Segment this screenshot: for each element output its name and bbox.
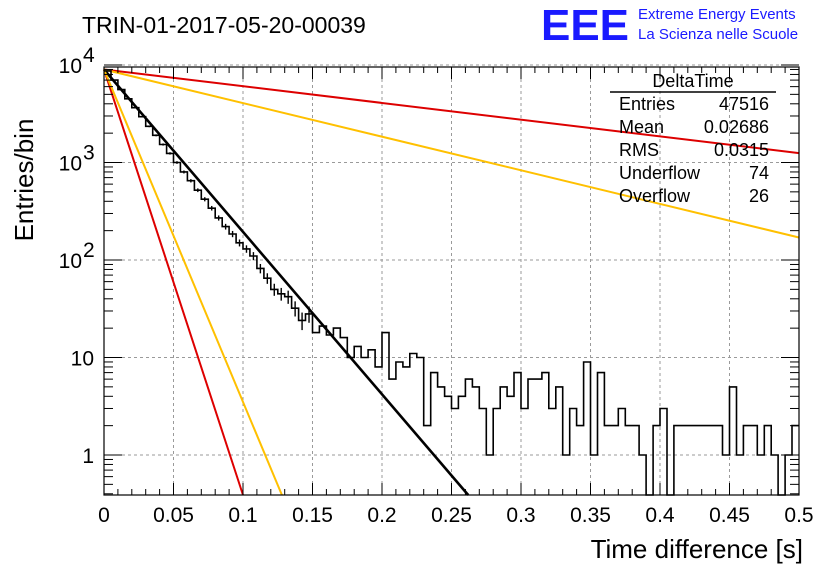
y-tick-label: 10 — [59, 153, 82, 176]
stats-title: DeltaTime — [652, 71, 733, 91]
stats-row-value: 74 — [749, 163, 769, 183]
x-tick-label: 0.3 — [506, 504, 535, 527]
stats-row-value: 0.02686 — [704, 117, 769, 137]
fit-line-red — [103, 68, 800, 155]
x-tick-label: 0.1 — [228, 504, 257, 527]
y-tick-label: 10 — [59, 250, 82, 273]
x-tick-label: 0 — [98, 504, 110, 527]
x-axis-title: Time difference [s] — [591, 534, 803, 564]
stats-row-label: Underflow — [619, 163, 701, 183]
plot-frame — [103, 66, 800, 496]
stats-row-value: 26 — [749, 186, 769, 206]
x-tick-label: 0.2 — [367, 504, 396, 527]
stats-rows: Entries 47516 Mean 0.02686 RMS 0.0315 Underflo… — [619, 94, 769, 206]
x-tick-label: 0.45 — [709, 504, 750, 527]
x-tick-label: 0.25 — [431, 504, 472, 527]
eee-logo: EEE — [541, 1, 629, 50]
logo-line1: Extreme Energy Events — [638, 6, 796, 23]
y-tick-label: 10 — [59, 55, 82, 78]
stats-box: DeltaTime Entries 47516 Mean 0.02686 RMS 0.03… — [610, 71, 776, 206]
stats-row-value: 47516 — [719, 94, 769, 114]
y-tick-exponent: 4 — [83, 44, 95, 67]
stats-row-value: 0.0315 — [714, 140, 769, 160]
fit-line-yellow — [103, 68, 800, 239]
fit-curves — [103, 68, 800, 496]
stats-row-label: Entries — [619, 94, 675, 114]
y-tick-exponent: 3 — [83, 142, 95, 165]
fit-line-black — [103, 68, 470, 496]
stats-row-label: Overflow — [619, 186, 691, 206]
x-tick-label: 0.35 — [570, 504, 611, 527]
y-tick-label: 1 — [82, 445, 94, 468]
x-tick-label: 0.4 — [645, 504, 675, 527]
grid-lines — [104, 64, 799, 495]
x-tick-label: 0.15 — [292, 504, 333, 527]
chart-title: TRIN-01-2017-05-20-00039 — [82, 12, 366, 38]
axis-ticks — [103, 64, 800, 495]
x-tick-labels: 0 0.05 0.1 0.15 0.2 0.25 0.3 0.35 0.4 0.45 0.5 — [98, 504, 813, 527]
y-tick-label: 10 — [71, 348, 94, 371]
stats-row-label: RMS — [619, 140, 659, 160]
histogram-steps — [104, 70, 799, 496]
stats-row-label: Mean — [619, 117, 664, 137]
x-tick-label: 0.05 — [153, 504, 194, 527]
fit-line-red — [103, 69, 244, 496]
x-tick-label: 0.5 — [784, 504, 813, 527]
y-axis-title: Entries/bin — [9, 119, 39, 242]
y-tick-exponent: 2 — [83, 239, 95, 262]
logo-line2: La Scienza nelle Scuole — [638, 26, 798, 43]
fit-line-yellow — [103, 69, 283, 496]
histogram — [104, 70, 799, 496]
